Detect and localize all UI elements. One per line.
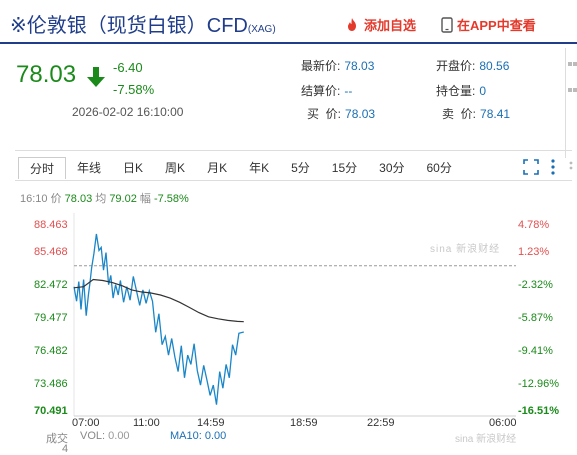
y-tick-left-1: 85.468 (34, 246, 68, 258)
tab-yearly-k[interactable]: 年K (249, 161, 270, 175)
title-text: ※伦敦银（现货白银）CFD (10, 15, 248, 37)
price-change: -6.40 (113, 60, 143, 75)
quote-datetime: 2026-02-02 16:10:00 (72, 105, 184, 119)
add-favorite-label: 添加自选 (364, 18, 417, 33)
ma10-label: MA10: (170, 430, 202, 442)
tab-intraday[interactable]: 分时 (18, 157, 67, 179)
tab-daily-k[interactable]: 日K (123, 161, 144, 175)
grid-icon (568, 62, 577, 92)
settle-price-label: 结算价: (301, 84, 341, 98)
y-tick-left-0: 88.463 (34, 219, 68, 231)
fullscreen-icon[interactable] (522, 158, 540, 176)
tab-60min[interactable]: 60分 (426, 161, 452, 175)
info-avg-label: 均 (95, 193, 107, 205)
volume-label: 成交 (46, 433, 68, 445)
x-tick-1: 11:00 (133, 417, 160, 429)
vol-value: 0.00 (108, 430, 130, 442)
tab-year-line[interactable]: 年线 (77, 161, 102, 175)
x-tick-2: 14:59 (197, 417, 225, 429)
chart-info-line: 16:10 价 78.03 均 79.02 幅 -7.58% (20, 190, 189, 206)
page-title: ※伦敦银（现货白银）CFD(XAG) (10, 9, 276, 38)
x-tick-5: 06:00 (489, 417, 517, 429)
y-tick-left-4: 76.482 (34, 345, 68, 357)
tab-15min[interactable]: 15分 (331, 161, 358, 175)
y-tick-left-6: 70.491 (34, 405, 68, 417)
y-tick-right-1: 1.23% (518, 246, 550, 258)
open-app-button[interactable]: 在APP中查看 (441, 15, 536, 34)
info-time: 16:10 (20, 193, 48, 205)
tab-monthly-k[interactable]: 月K (207, 161, 228, 175)
x-tick-0: 07:00 (72, 417, 100, 429)
arrow-down-icon (87, 67, 105, 87)
vol-label: VOL: (80, 430, 106, 442)
y-tick-right-0: 4.78% (518, 219, 550, 231)
fire-icon (348, 17, 356, 31)
volume-scale: 4 (62, 443, 69, 455)
vol-field: VOL: 0.00 (80, 430, 130, 442)
help-icon[interactable] (565, 158, 577, 172)
y-tick-left-3: 79.477 (34, 312, 68, 324)
tabs-divider (15, 180, 572, 181)
ma10-value: 0.00 (204, 430, 227, 442)
settle-price-field: 结算价: -- (301, 82, 352, 99)
x-tick-3: 18:59 (290, 417, 318, 429)
info-pct: -7.58% (153, 193, 189, 205)
y-tick-right-3: -5.87% (518, 312, 553, 324)
y-tick-right-4: -9.41% (518, 345, 553, 357)
title-code: (XAG) (247, 24, 276, 35)
chart-tabs: 分时 年线 日K 周K 月K 年K 5分 15分 30分 60分 (18, 157, 463, 179)
y-tick-right-2: -2.32% (518, 279, 553, 291)
open-price-field: 开盘价: 80.56 (436, 57, 509, 74)
open-interest-value: 0 (479, 84, 487, 98)
right-scroll-strip (565, 158, 577, 438)
settle-price-value: -- (344, 84, 353, 98)
more-options-icon[interactable] (548, 158, 558, 176)
y-tick-right-5: -12.96% (518, 378, 559, 390)
ma10-field: MA10: 0.00 (170, 430, 226, 442)
y-tick-right-6: -16.51% (518, 405, 559, 417)
watermark-logo-bottom: sina 新浪财经 (455, 434, 517, 445)
watermark-logo: sina 新浪财经 (430, 244, 501, 255)
open-app-label: 在APP中查看 (457, 18, 536, 33)
bid-price-label: 买 价: (307, 107, 342, 121)
bid-price-field: 买 价: 78.03 (307, 105, 375, 122)
phone-icon (441, 16, 453, 33)
info-price-label: 价 (50, 193, 62, 205)
price-change-percent: -7.58% (113, 82, 155, 97)
latest-price-value: 78.03 (344, 59, 375, 73)
info-avg: 79.02 (109, 193, 137, 205)
ask-price-label: 卖 价: (442, 107, 477, 121)
last-price: 78.03 (16, 61, 77, 88)
tab-weekly-k[interactable]: 周K (165, 161, 186, 175)
open-price-value: 80.56 (479, 59, 510, 73)
info-pct-label: 幅 (139, 193, 151, 205)
right-rail (565, 48, 577, 158)
tab-5min[interactable]: 5分 (291, 161, 310, 175)
latest-price-label: 最新价: (301, 59, 341, 73)
ask-price-value: 78.41 (480, 107, 511, 121)
x-tick-4: 22:59 (367, 417, 395, 429)
tab-30min[interactable]: 30分 (379, 161, 405, 175)
latest-price-field: 最新价: 78.03 (301, 57, 374, 74)
y-tick-left-2: 82.472 (34, 279, 68, 291)
y-tick-left-5: 73.486 (34, 378, 68, 390)
title-bar: ※伦敦银（现货白银）CFD(XAG) 添加自选 在APP中查看 (0, 0, 577, 44)
open-interest-label: 持仓量: (436, 84, 476, 98)
chart-panel (15, 150, 572, 450)
open-price-label: 开盘价: (436, 59, 476, 73)
info-price: 78.03 (64, 193, 93, 205)
bid-price-value: 78.03 (345, 107, 376, 121)
add-favorite-button[interactable]: 添加自选 (344, 15, 416, 34)
ask-price-field: 卖 价: 78.41 (442, 105, 510, 122)
open-interest-field: 持仓量: 0 (436, 82, 486, 99)
